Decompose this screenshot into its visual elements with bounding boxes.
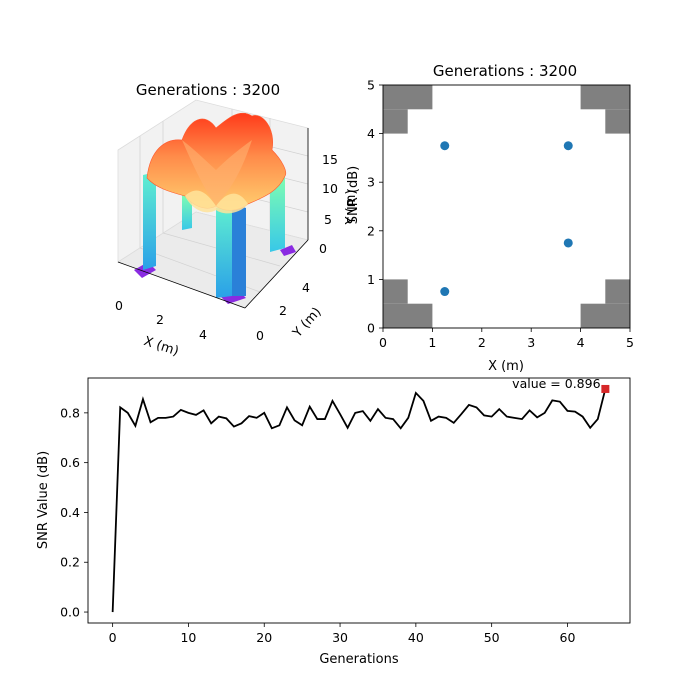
obstacle-block [383, 303, 433, 328]
surface3d-x-axis [117, 261, 246, 309]
surface3d-y-axis-label: Y (m) [289, 305, 324, 342]
obstacle-block [605, 109, 630, 134]
scatter-x-tick-label: 0 [379, 335, 387, 350]
surface3d-pillar [232, 204, 246, 296]
obstacle-block [580, 85, 630, 110]
scatter-point [440, 141, 450, 151]
surface3d-pillar [216, 204, 232, 298]
scatter-x-tick-label: 1 [428, 335, 436, 350]
scatter-x-tick-label: 2 [478, 335, 486, 350]
scatter-obstacles [383, 85, 630, 328]
line-y-tick-label: 0.0 [60, 605, 80, 620]
last-value-annotation: value = 0.896 [512, 376, 600, 391]
scatter-y-ticks: 0 1 2 3 4 5 [367, 78, 383, 336]
scatter-x-ticks: 0 1 2 3 4 5 [379, 328, 634, 350]
scatter-x-axis-label: X (m) [488, 359, 524, 374]
line-x-tick-label: 10 [180, 630, 196, 645]
surface3d-y-tick-label: 0 [256, 328, 264, 343]
line-x-tick-label: 60 [560, 630, 576, 645]
surface3d-x-axis-label: X (m) [142, 334, 181, 359]
surface3d-y-tick-label: 2 [279, 303, 287, 318]
surface3d-x-tick-label: 2 [156, 312, 164, 327]
line-y-tick-label: 0.4 [60, 505, 80, 520]
surface3d-y-tick-label: 4 [302, 280, 310, 295]
obstacle-block [383, 85, 433, 110]
scatter-y-tick-label: 2 [367, 223, 375, 238]
surface3d-panel: Generations : 3200 [115, 81, 361, 359]
scatter-point [563, 141, 573, 151]
scatter-y-tick-label: 4 [367, 126, 375, 141]
line-panel: value = 0.896 0 10 20 30 40 50 60 0.0 0.2 0.4 0.6… [36, 376, 631, 667]
scatter-x-tick-label: 3 [527, 335, 535, 350]
line-x-tick-label: 20 [256, 630, 272, 645]
surface3d-z-tick-label: 10 [322, 181, 338, 196]
surface3d-surface-shade [182, 140, 252, 206]
surface3d-z-tick-label: 15 [322, 152, 338, 167]
scatter-y-tick-label: 5 [367, 78, 375, 93]
surface3d-z-tick-label: 5 [324, 212, 332, 227]
scatter-axes-frame [382, 84, 631, 329]
surface3d-y-axis [244, 239, 309, 309]
scatter-point [563, 238, 573, 248]
line-x-tick-label: 30 [332, 630, 348, 645]
line-y-tick-label: 0.2 [60, 555, 80, 570]
line-axes-frame [87, 377, 631, 624]
surface3d-surface-front [185, 190, 248, 214]
surface3d-title: Generations : 3200 [136, 81, 280, 99]
line-x-tick-label: 40 [408, 630, 424, 645]
scatter-y-tick-label: 1 [367, 272, 375, 287]
surface3d-x-tick-label: 4 [199, 327, 207, 342]
scatter-point [440, 287, 450, 297]
line-y-axis-label: SNR Value (dB) [36, 451, 51, 549]
scatter-x-tick-label: 5 [626, 335, 634, 350]
scatter-title: Generations : 3200 [433, 62, 577, 80]
obstacle-block [605, 279, 630, 304]
scatter-points [440, 141, 573, 297]
line-x-axis-label: Generations [319, 652, 399, 667]
surface3d-pillar [143, 172, 156, 270]
surface3d-floor-patch [280, 245, 296, 256]
obstacle-block [383, 109, 408, 134]
surface3d-x-tick-label: 0 [115, 298, 123, 313]
scatter-x-tick-label: 4 [577, 335, 585, 350]
line-y-ticks: 0.0 0.2 0.4 0.6 0.8 [60, 405, 88, 620]
scatter-y-tick-label: 3 [367, 175, 375, 190]
surface3d-z-axis-label: SNR (dB) [346, 166, 361, 224]
obstacle-block [383, 279, 408, 304]
scatter-panel: Generations : 3200 0 1 2 3 4 5 0 1 2 3 4 5 X (m) Y… [344, 62, 634, 374]
line-y-tick-label: 0.8 [60, 405, 80, 420]
line-y-tick-label: 0.6 [60, 455, 80, 470]
obstacle-block [580, 303, 630, 328]
last-value-marker [601, 384, 610, 393]
line-x-ticks: 0 10 20 30 40 50 60 [109, 623, 576, 645]
scatter-y-axis-label: Y (m) [344, 190, 359, 226]
line-x-tick-label: 50 [484, 630, 500, 645]
surface3d-z-tick-label: 0 [319, 241, 327, 256]
line-x-tick-label: 0 [109, 630, 117, 645]
scatter-y-tick-label: 0 [367, 321, 375, 336]
snr-line [111, 388, 607, 613]
surface3d-pillar [270, 174, 285, 252]
